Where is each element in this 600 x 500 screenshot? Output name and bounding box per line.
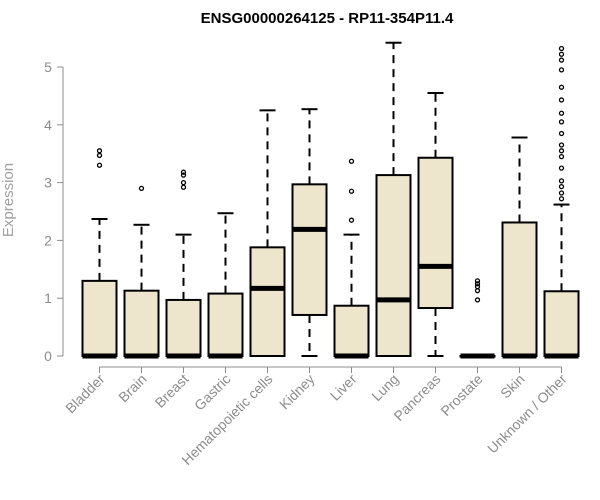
outlier-point <box>558 84 565 90</box>
outlier-point <box>558 67 565 73</box>
outlier-point <box>180 169 187 175</box>
y-tick-label: 5 <box>44 59 52 75</box>
outlier-point <box>558 196 565 202</box>
outlier-point <box>558 165 565 171</box>
box-liver <box>333 158 370 359</box>
x-tick-label: Brain <box>115 371 149 405</box>
outlier-point <box>558 178 565 184</box>
y-tick-label: 2 <box>44 232 52 248</box>
box-iqr <box>543 290 580 358</box>
box-iqr <box>249 246 286 357</box>
chart-title: ENSG00000264125 - RP11-354P11.4 <box>201 10 454 27</box>
outlier-point <box>558 130 565 137</box>
box-brain <box>123 185 160 359</box>
outlier-point <box>474 281 481 287</box>
x-tick-label: Skin <box>497 371 528 402</box>
box-lung <box>375 41 412 357</box>
boxes-group <box>81 41 580 359</box>
box-kidney <box>291 108 328 357</box>
outlier-point <box>558 148 565 154</box>
outlier-point <box>558 45 565 52</box>
x-tick-label: Kidney <box>276 371 318 413</box>
outlier-point <box>474 297 481 303</box>
outlier-point <box>96 148 103 154</box>
box-unknown-other <box>543 45 580 359</box>
box-iqr <box>501 221 538 357</box>
outlier-point <box>558 97 565 103</box>
outlier-point <box>558 153 565 160</box>
box-iqr <box>375 174 412 357</box>
x-tick-label: Breast <box>152 371 192 411</box>
box-breast <box>165 169 202 359</box>
outlier-point <box>96 152 103 159</box>
box-iqr <box>291 183 328 316</box>
outlier-point <box>474 283 481 290</box>
x-tick-label: Bladder <box>62 371 108 417</box>
outlier-point <box>180 179 187 186</box>
outlier-point <box>558 51 565 57</box>
outlier-point <box>558 110 565 116</box>
x-tick-label: Liver <box>327 371 360 404</box>
y-tick-label: 0 <box>44 348 52 364</box>
outlier-point <box>558 142 565 148</box>
outlier-point <box>558 183 565 190</box>
box-pancreas <box>417 92 454 357</box>
outlier-point <box>474 278 481 284</box>
x-tick-label: Prostate <box>437 371 485 419</box>
x-tick-label: Unknown / Other <box>484 371 570 457</box>
box-iqr <box>81 279 118 357</box>
box-iqr <box>333 304 370 357</box>
outlier-point <box>180 172 187 178</box>
outlier-point <box>138 185 145 192</box>
outlier-point <box>348 217 355 223</box>
x-tick-label: Lung <box>368 371 401 404</box>
box-skin <box>501 136 538 359</box>
x-tick-label: Pancreas <box>390 371 443 424</box>
y-axis: 0 1 2 3 4 5 <box>44 59 64 364</box>
outlier-point <box>348 158 355 164</box>
outlier-point <box>558 190 565 196</box>
box-iqr <box>123 289 160 358</box>
outlier-point <box>558 119 565 125</box>
box-bladder <box>81 148 118 359</box>
box-iqr <box>417 156 454 310</box>
y-tick-label: 1 <box>44 290 52 306</box>
y-axis-label: Expression <box>0 163 17 237</box>
outlier-point <box>96 162 103 168</box>
outlier-point <box>348 188 355 194</box>
box-gastric <box>207 212 244 359</box>
y-tick-label: 4 <box>44 117 52 133</box>
y-tick-label: 3 <box>44 175 52 191</box>
outlier-point <box>180 184 187 190</box>
box-iqr <box>165 298 202 357</box>
box-hematopoietic-cells <box>249 109 286 357</box>
outlier-point <box>558 57 565 63</box>
box-prostate <box>459 278 496 359</box>
box-iqr <box>207 292 244 357</box>
